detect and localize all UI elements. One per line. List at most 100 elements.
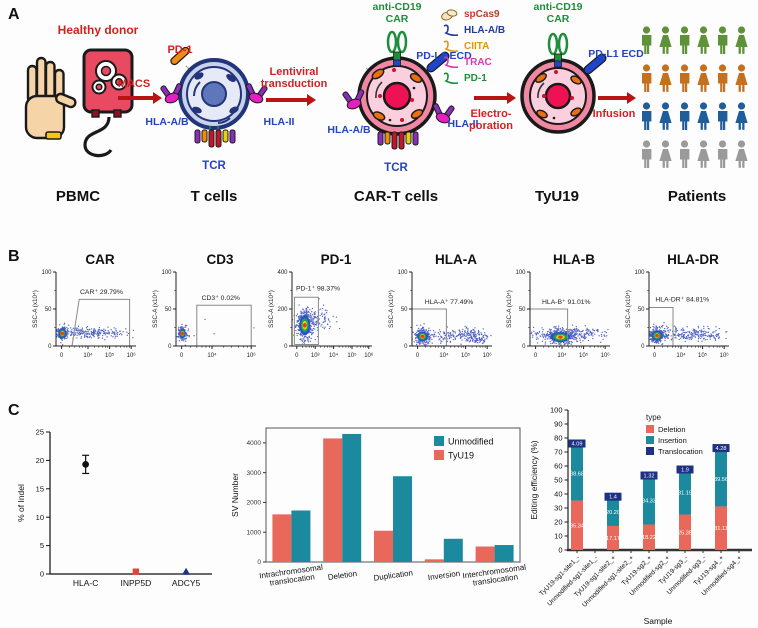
svg-text:25: 25: [36, 428, 44, 437]
svg-text:0: 0: [295, 353, 299, 359]
legend-swatch: [646, 425, 654, 433]
gate-label: HLA-A⁺ 77.49%: [425, 299, 474, 306]
person-male-icon: [642, 102, 652, 130]
stack-value-label: 39.56: [714, 477, 728, 483]
svg-text:10⁴: 10⁴: [676, 352, 686, 359]
indel-y-axis-label: % of Indel: [16, 484, 26, 522]
lentiviral-label: Lentiviral transduction: [256, 66, 332, 90]
tyu19-pdl1-label: PD-L1 ECD: [588, 48, 644, 60]
svg-text:10⁵: 10⁵: [105, 352, 115, 359]
tcell-tcr-label: TCR: [202, 160, 226, 172]
stack-value-label: 17.17: [606, 536, 620, 542]
svg-text:10⁶: 10⁶: [127, 352, 137, 359]
flow-title-hla-a: HLA-A: [435, 252, 477, 267]
sgrna-icon: [443, 24, 459, 36]
stage-patients: Patients: [667, 188, 727, 205]
sgrna-icon: [443, 72, 459, 84]
lentiviral-line1: Lentiviral: [269, 66, 319, 78]
stack-value-label: 4.28: [716, 446, 727, 452]
sgrna-item: PD-1: [440, 70, 552, 86]
panel-a-label: A: [8, 6, 20, 23]
sgrna-item: spCas9: [440, 6, 552, 22]
indel-chart: 0 5 10 15 20 25 % of Indel HLA-C INPP5D ADCY5: [16, 428, 212, 588]
stack-value-label: 4.09: [572, 442, 583, 448]
sv-bar-unmodified: [443, 538, 463, 562]
gate-label: CAR⁺ 29.79%: [80, 289, 123, 296]
person-male-icon: [718, 26, 728, 54]
svg-text:0: 0: [522, 344, 526, 350]
sv-bar-unmodified: [393, 476, 412, 562]
person-male-icon: [680, 64, 690, 92]
sv-category-label: Deletion: [327, 569, 357, 582]
svg-text:50: 50: [638, 307, 645, 313]
legend-label: TyU19: [448, 451, 474, 461]
svg-text:2000: 2000: [247, 500, 262, 507]
person-female-icon: [659, 64, 672, 92]
svg-text:0: 0: [653, 353, 657, 359]
tcell-pd1-label: PD-1: [167, 44, 193, 56]
gate-outline: [412, 308, 447, 346]
legend-label: Translocation: [658, 447, 703, 456]
sv-bar-tyu19: [424, 559, 444, 562]
svg-text:90: 90: [554, 420, 562, 429]
svg-text:10⁴: 10⁴: [329, 352, 339, 359]
flow-plot-hla-b: 0 50 100 0 10⁴ 10⁵ 10⁶ SSC-A (x10⁴) HLA-B⁺ 91.01…: [506, 270, 610, 359]
stage-car-t-cells: CAR-T cells: [353, 188, 439, 205]
person-female-icon: [659, 102, 672, 130]
person-female-icon: [697, 26, 710, 54]
sgrna-label: TRAC: [464, 56, 492, 68]
electroporation-line2: poration: [469, 120, 513, 133]
svg-text:100: 100: [397, 270, 408, 276]
cart-car-label: anti-CD19 CAR: [352, 1, 442, 25]
legend-label: Unmodified: [448, 437, 494, 447]
sv-bar-unmodified: [494, 545, 514, 562]
person-male-icon: [680, 102, 690, 130]
sgrna-label: PD-1: [464, 72, 487, 84]
legend-swatch: [646, 447, 654, 455]
legend-swatch: [646, 436, 654, 444]
svg-text:30: 30: [554, 504, 562, 513]
tcell-hla-ab-label: HLA-A/B: [145, 116, 189, 128]
sv-bar-tyu19: [272, 514, 292, 562]
sv-number-chart: 0 1000 2000 3000 4000 SV Number Intrachromosom…: [230, 427, 526, 589]
stack-deletion: [643, 524, 655, 550]
svg-text:0: 0: [40, 570, 44, 579]
svg-text:3000: 3000: [247, 470, 262, 477]
healthy-donor-label: Healthy donor: [57, 23, 139, 37]
svg-text:10: 10: [36, 513, 44, 522]
stack-value-label: 1.32: [644, 474, 655, 480]
person-female-icon: [659, 26, 672, 54]
editing-efficiency-chart: 0 10 20 30 40 50 60 70 80 90 100 Editing efficiency…: [529, 406, 752, 626]
legend-label: Insertion: [658, 436, 687, 445]
sv-category-label: Duplication: [373, 568, 413, 582]
sgrna-label: spCas9: [464, 8, 500, 20]
svg-text:100: 100: [634, 270, 645, 276]
tyu19-cell-graphic: [520, 32, 607, 134]
flow-plot-pd1: 0 200 400 0 10³ 10⁴ 10⁵ 10⁶ SSC-A (x10⁴) PD-1⁺ 98…: [268, 270, 374, 359]
flow-title-hla-b: HLA-B: [553, 252, 595, 267]
flow-plot-car: 0 50 100 0 10⁴ 10⁵ 10⁶ SSC-A (x10⁴) CAR⁺ 29.79%: [32, 270, 137, 359]
svg-text:10⁶: 10⁶: [483, 352, 493, 359]
sv-category-label: Inversion: [427, 569, 460, 582]
cas9-icon: [441, 8, 458, 20]
sv-bar-unmodified: [291, 510, 311, 562]
person-male-icon: [642, 26, 652, 54]
sgrna-item: TRAC: [440, 54, 552, 70]
sv-category-label: Interchromosomaltranslocation: [462, 563, 526, 589]
stage-pbmc: PBMC: [55, 188, 101, 205]
svg-text:0: 0: [48, 344, 52, 350]
stack-insertion: [643, 476, 655, 525]
svg-text:50: 50: [165, 307, 172, 313]
sgrna-icon: [443, 56, 459, 68]
cart-hla-ab-label: HLA-A/B: [327, 124, 371, 136]
editing-y-axis-label: Editing efficiency (%): [529, 440, 539, 519]
t-cell-graphic: [160, 46, 268, 148]
stack-value-label: 35.34: [570, 523, 584, 529]
svg-text:10: 10: [554, 532, 562, 541]
svg-text:10⁴: 10⁴: [439, 352, 449, 359]
macs-arrow: [118, 91, 162, 104]
person-female-icon: [697, 64, 710, 92]
person-female-icon: [735, 102, 748, 130]
person-female-icon: [697, 102, 710, 130]
electroporation-label: Electro- poration: [460, 108, 522, 132]
